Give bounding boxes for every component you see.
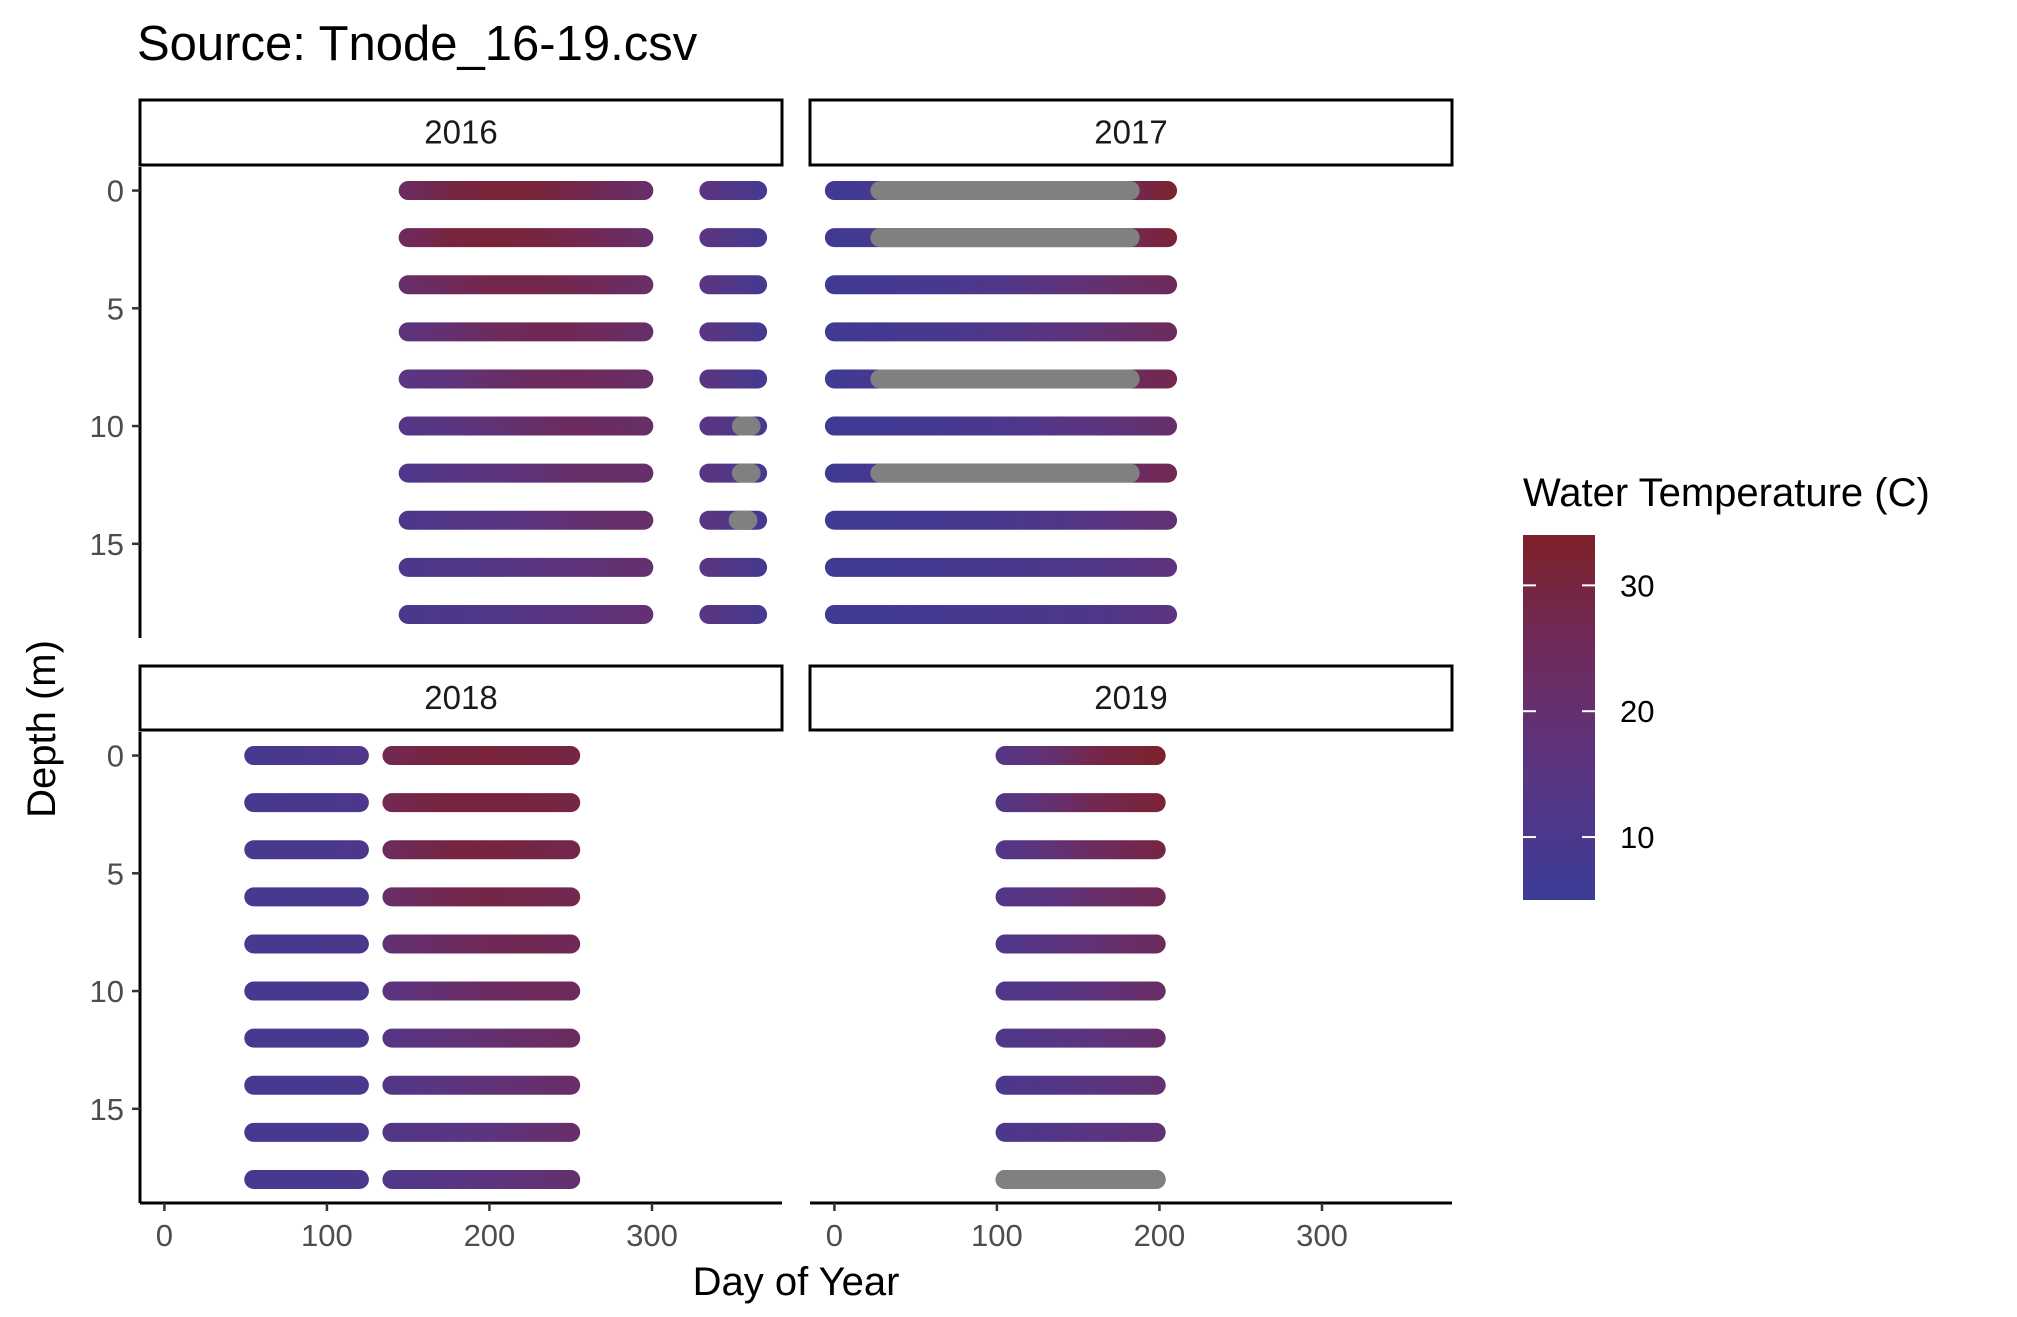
y-tick-label: 10 bbox=[90, 974, 124, 1009]
legend: Water Temperature (C) 10 20 30 bbox=[1523, 471, 1930, 900]
legend-title: Water Temperature (C) bbox=[1523, 471, 1930, 515]
x-tick-label: 100 bbox=[971, 1218, 1023, 1253]
facet-panels: 2016 0 5 10 15 2017 2018 0 5 10 15 0 100 200 300 2019 0 1… bbox=[90, 98, 1454, 1253]
facet-strip-label: 2018 bbox=[424, 679, 497, 716]
facet-strip-label: 2016 bbox=[424, 114, 497, 151]
x-tick-label: 200 bbox=[464, 1218, 516, 1253]
facet-2018: 2018 0 5 10 15 0 100 200 300 bbox=[90, 664, 784, 1253]
x-tick-label: 300 bbox=[1296, 1218, 1348, 1253]
x-tick-label: 0 bbox=[156, 1218, 173, 1253]
y-axis-title: Depth (m) bbox=[20, 640, 64, 818]
x-tick-label: 200 bbox=[1134, 1218, 1186, 1253]
facet-2016: 2016 0 5 10 15 bbox=[90, 98, 784, 638]
facet-strip bbox=[138, 664, 784, 732]
facet-2019: 2019 0 100 200 300 bbox=[808, 664, 1454, 1253]
y-tick-label: 5 bbox=[107, 856, 124, 891]
chart-title: Source: Tnode_16-19.csv bbox=[137, 17, 698, 71]
y-tick-label: 15 bbox=[90, 1092, 124, 1127]
legend-tick-label: 30 bbox=[1620, 568, 1654, 603]
facet-strip bbox=[808, 98, 1454, 167]
x-tick-label: 100 bbox=[301, 1218, 353, 1253]
y-tick-label: 15 bbox=[90, 527, 124, 562]
facet-strip-label: 2019 bbox=[1094, 679, 1167, 716]
legend-ticks: 10 20 30 bbox=[1523, 568, 1654, 855]
y-tick-label: 0 bbox=[107, 739, 124, 774]
x-tick-label: 0 bbox=[826, 1218, 843, 1253]
y-tick-label: 10 bbox=[90, 409, 124, 444]
x-tick-label: 300 bbox=[626, 1218, 678, 1253]
facet-strip bbox=[808, 664, 1454, 732]
facet-strip bbox=[138, 98, 784, 167]
y-tick-label: 5 bbox=[107, 291, 124, 326]
legend-colorbar bbox=[1523, 535, 1595, 900]
x-axis-title: Day of Year bbox=[693, 1260, 900, 1304]
facet-2017: 2017 bbox=[808, 98, 1454, 624]
legend-tick-label: 20 bbox=[1620, 694, 1654, 729]
y-tick-label: 0 bbox=[107, 174, 124, 209]
legend-tick-label: 10 bbox=[1620, 820, 1654, 855]
facet-strip-label: 2017 bbox=[1094, 114, 1167, 151]
